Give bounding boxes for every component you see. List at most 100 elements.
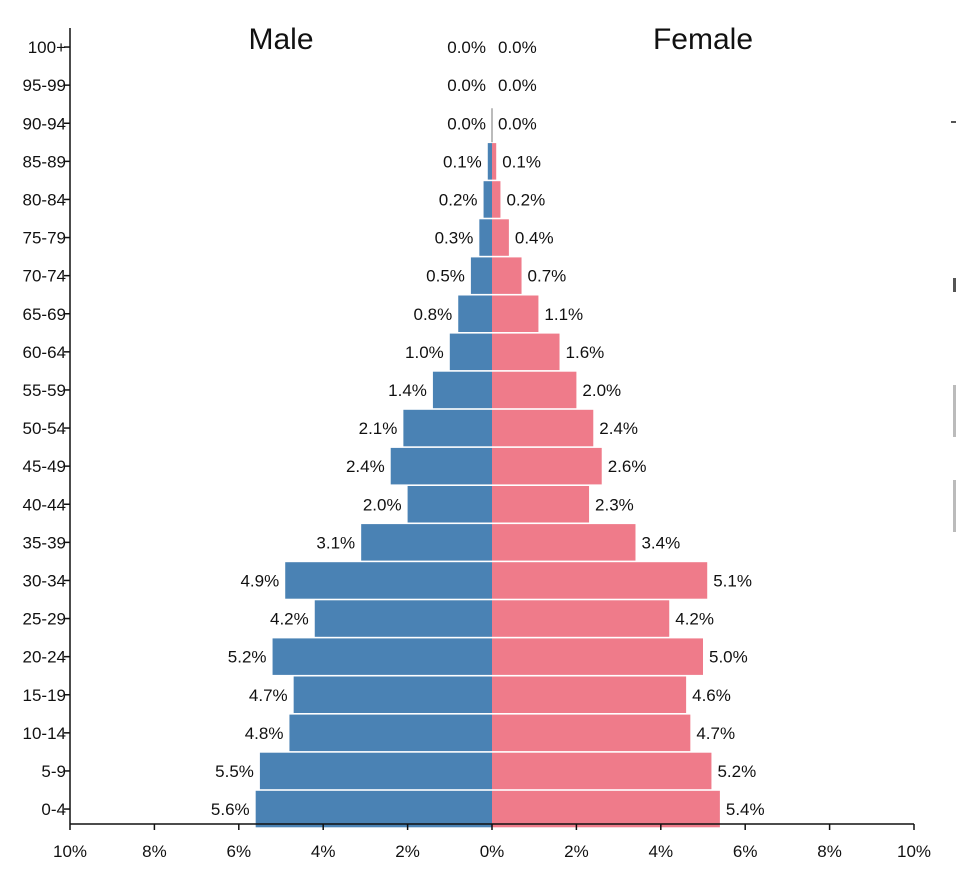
male-title: Male: [248, 23, 313, 56]
female-value-label: 1.6%: [566, 343, 605, 362]
female-value-label: 5.4%: [726, 800, 765, 819]
age-group-label: 40-44: [23, 495, 66, 514]
male-value-label: 0.0%: [447, 114, 486, 133]
female-value-label: 0.0%: [498, 114, 537, 133]
male-value-label: 2.1%: [359, 419, 398, 438]
male-value-label: 4.7%: [249, 686, 288, 705]
female-bar: [492, 752, 712, 790]
male-value-label: 4.2%: [270, 610, 309, 629]
female-value-label: 4.7%: [696, 724, 735, 743]
female-value-label: 2.3%: [595, 495, 634, 514]
age-group-label: 15-19: [23, 686, 66, 705]
female-value-label: 2.4%: [599, 419, 638, 438]
female-bar: [492, 486, 590, 523]
female-bar: [492, 295, 539, 332]
axes-layer: 10% 8% 6% 4% 2% 0% 2% 4% 6% 8% 10%: [53, 28, 931, 861]
x-tick-label: 2%: [395, 842, 420, 861]
female-value-label: 5.2%: [717, 762, 756, 781]
female-value-label: 4.6%: [692, 686, 731, 705]
male-value-label: 2.0%: [363, 495, 402, 514]
x-tick-label: 6%: [227, 842, 252, 861]
male-value-label: 5.2%: [228, 648, 267, 667]
female-value-label: 0.2%: [506, 190, 545, 209]
male-value-label: 1.4%: [388, 381, 427, 400]
female-value-label: 0.1%: [502, 152, 541, 171]
age-group-label: 65-69: [23, 305, 66, 324]
male-value-label: 3.1%: [316, 533, 355, 552]
age-group-label: 55-59: [23, 381, 66, 400]
male-value-label: 0.8%: [413, 305, 452, 324]
age-group-label: 85-89: [23, 152, 66, 171]
edge-fragment: [953, 480, 956, 532]
age-group-label: 75-79: [23, 229, 66, 248]
female-value-label: 5.1%: [713, 571, 752, 590]
male-bar: [403, 409, 492, 447]
male-value-label: 0.3%: [435, 229, 474, 248]
female-bar: [492, 600, 670, 637]
male-bar: [487, 143, 492, 180]
age-group-label: 60-64: [23, 343, 66, 362]
male-bar: [272, 638, 492, 675]
age-group-label: 50-54: [23, 419, 66, 438]
female-bar: [492, 524, 636, 561]
male-bar: [483, 181, 492, 218]
edge-fragment: [953, 278, 956, 292]
female-bar: [492, 219, 509, 256]
edge-fragment: [951, 121, 956, 123]
x-tick-label: 10%: [53, 842, 87, 861]
male-bar: [314, 600, 492, 637]
x-tick-label: 8%: [142, 842, 167, 861]
female-bar: [492, 562, 708, 599]
male-value-label: 4.8%: [245, 724, 284, 743]
male-bar: [432, 371, 492, 409]
male-bar: [259, 752, 492, 790]
x-tick-label: 4%: [311, 842, 336, 861]
female-bar: [492, 790, 720, 828]
male-value-label: 0.0%: [447, 76, 486, 95]
female-bar: [492, 714, 691, 752]
x-tick-label: 10%: [897, 842, 931, 861]
male-bar: [479, 219, 492, 256]
female-bar: [492, 181, 501, 218]
female-bar: [492, 447, 602, 485]
x-tick-label: 6%: [733, 842, 758, 861]
male-bar: [407, 486, 492, 523]
age-group-label: 80-84: [23, 190, 66, 209]
female-bar: [492, 638, 703, 675]
age-group-label: 90-94: [23, 114, 66, 133]
x-tick-label: 8%: [817, 842, 842, 861]
male-bar: [361, 524, 492, 561]
male-value-label: 5.5%: [215, 762, 254, 781]
female-value-label: 2.0%: [582, 381, 621, 400]
age-group-label: 20-24: [23, 648, 66, 667]
age-group-label: 70-74: [23, 267, 66, 286]
male-value-label: 2.4%: [346, 457, 385, 476]
age-group-label: 100+: [28, 38, 66, 57]
female-title: Female: [653, 23, 753, 56]
male-value-label: 0.1%: [443, 152, 482, 171]
male-bar: [470, 257, 492, 294]
female-value-label: 1.1%: [544, 305, 583, 324]
x-tick-label: 4%: [649, 842, 674, 861]
female-bar: [492, 257, 522, 294]
female-value-label: 0.0%: [498, 76, 537, 95]
bars-layer: [255, 143, 720, 828]
female-value-label: 0.0%: [498, 38, 537, 57]
female-value-label: 4.2%: [675, 610, 714, 629]
male-bar: [255, 790, 492, 828]
female-bar: [492, 676, 687, 713]
female-bar: [492, 409, 594, 447]
age-group-label: 25-29: [23, 610, 66, 629]
male-value-label: 1.0%: [405, 343, 444, 362]
age-group-label: 5-9: [41, 762, 66, 781]
female-value-label: 2.6%: [608, 457, 647, 476]
female-value-label: 5.0%: [709, 648, 748, 667]
male-value-label: 5.6%: [211, 800, 250, 819]
female-value-label: 0.7%: [528, 267, 567, 286]
age-group-label: 95-99: [23, 76, 66, 95]
male-bar: [285, 562, 492, 599]
male-bar: [449, 333, 492, 371]
male-value-label: 0.0%: [447, 38, 486, 57]
x-tick-label: 0%: [480, 842, 505, 861]
